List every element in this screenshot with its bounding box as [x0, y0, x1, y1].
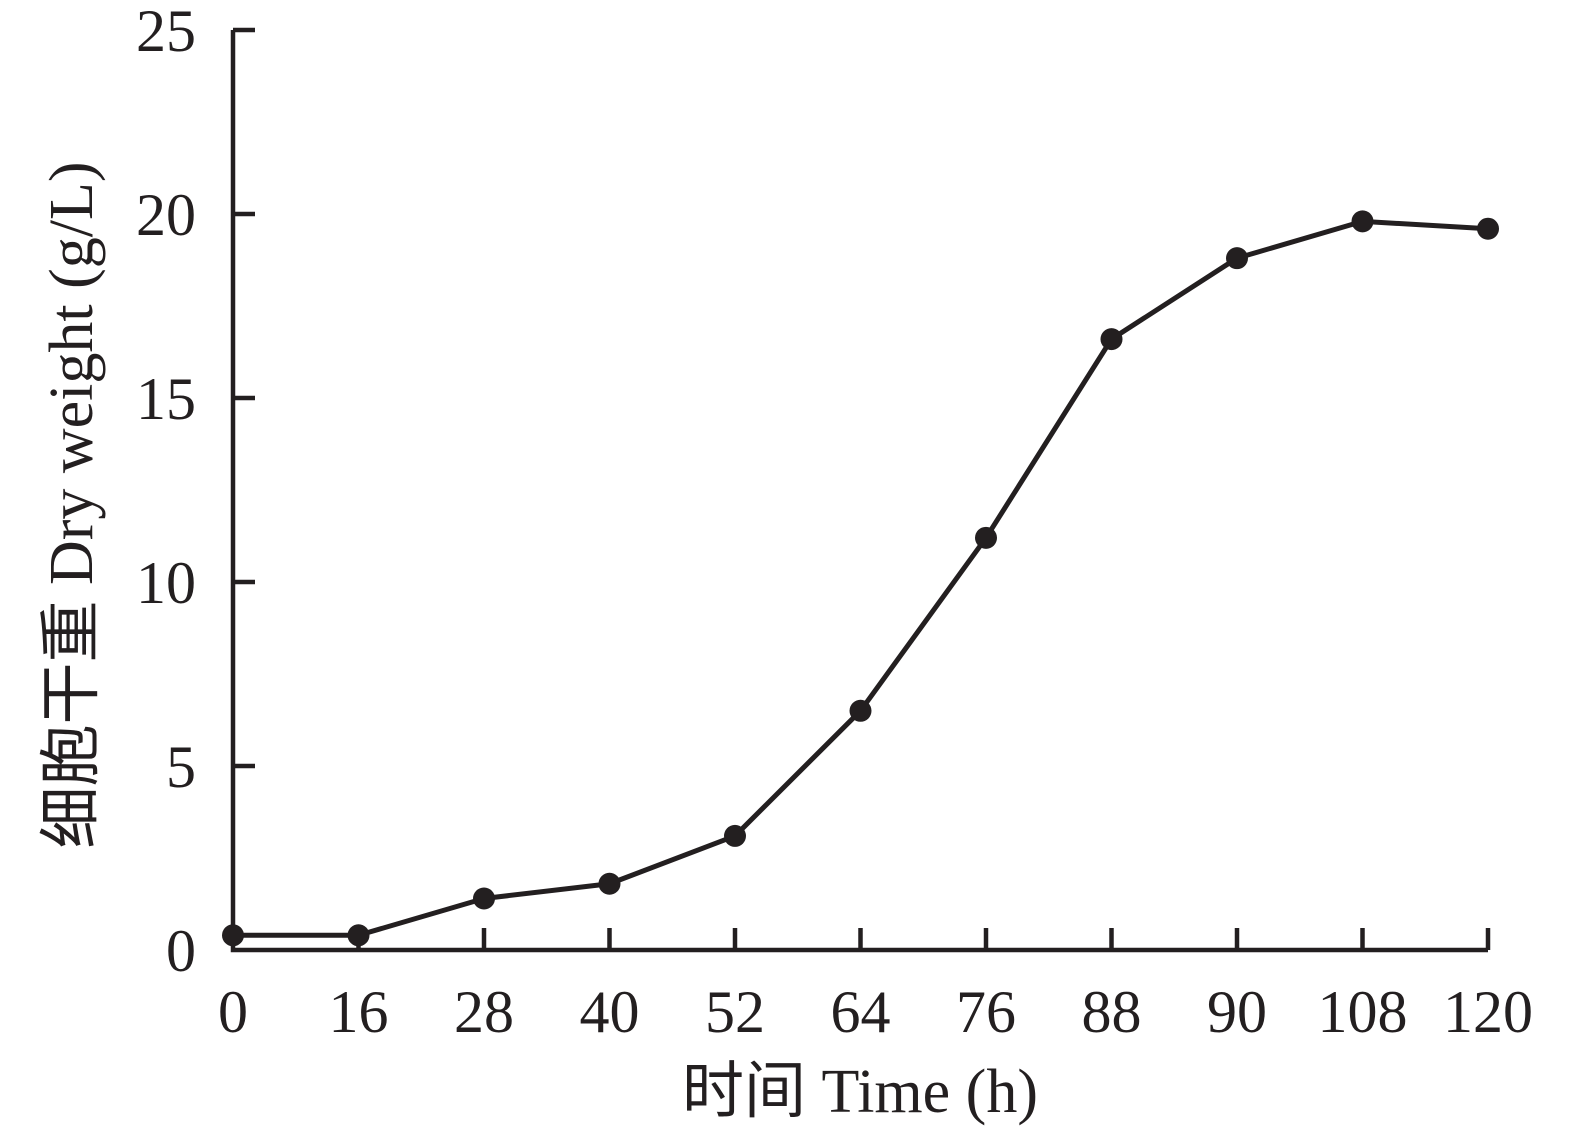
data-point-marker [975, 526, 997, 549]
x-tick-label: 28 [454, 979, 514, 1045]
x-tick-label: 64 [831, 979, 891, 1045]
x-tick-label: 90 [1207, 979, 1267, 1045]
x-tick-label: 0 [218, 979, 248, 1045]
data-point-marker [1477, 217, 1499, 240]
axes-layer [230, 30, 1488, 953]
y-tick-label: 10 [136, 550, 196, 616]
x-tick-label: 88 [1082, 979, 1142, 1045]
y-tick-label: 5 [166, 734, 196, 800]
y-tick-label: 15 [136, 366, 196, 432]
data-point-marker [473, 887, 495, 910]
data-point-marker [1351, 210, 1374, 233]
y-tick-label: 0 [166, 918, 196, 984]
data-point-marker [849, 699, 872, 722]
ticks-layer: 0 5 10 15 20 25 0 16 28 40 52 64 76 88 90 108 120 [136, 0, 1533, 1045]
x-tick-label: 40 [580, 979, 640, 1045]
x-tick-label: 52 [705, 979, 765, 1045]
data-series-layer [222, 210, 1499, 947]
data-point-marker [1100, 328, 1123, 351]
x-tick-label: 108 [1318, 979, 1408, 1045]
x-tick-label: 120 [1443, 979, 1533, 1045]
data-point-marker [222, 924, 244, 947]
x-axis-title: 时间 Time (h) [682, 1058, 1038, 1126]
y-tick-label: 20 [136, 182, 196, 248]
data-point-marker [347, 924, 370, 947]
x-tick-label: 76 [956, 979, 1016, 1045]
growth-curve-line [233, 218, 1489, 938]
axis-spine [230, 30, 1488, 953]
y-tick-label: 25 [136, 0, 196, 64]
data-point-marker [724, 824, 746, 847]
data-point-marker [598, 872, 621, 895]
y-axis-title: 细胞干重 Dry weight (g/L) [38, 161, 106, 848]
data-point-marker [1226, 247, 1248, 270]
x-tick-label: 16 [329, 979, 389, 1045]
